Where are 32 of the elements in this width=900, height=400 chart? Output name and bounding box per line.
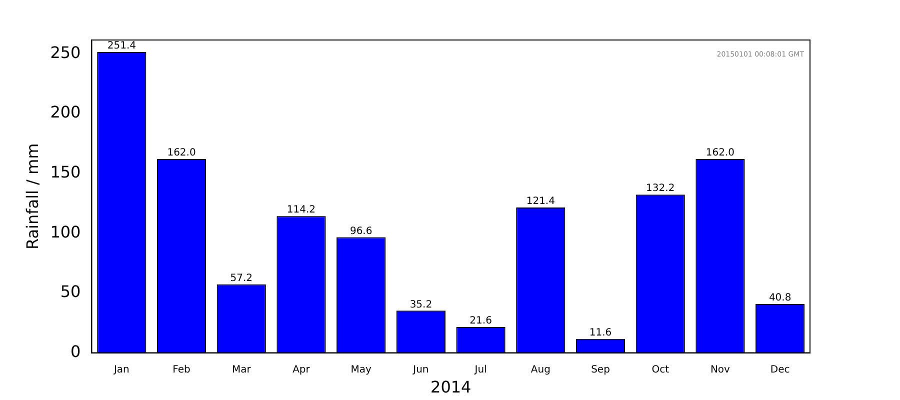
y-tick-label: 200 (50, 102, 81, 122)
y-tick-label: 0 (70, 342, 81, 361)
data-label: 21.6 (470, 316, 492, 327)
data-label: 96.6 (350, 226, 372, 237)
x-tick-label: Jul (474, 364, 487, 376)
y-tick-label: 50 (60, 282, 81, 302)
x-tick-label: Mar (232, 364, 252, 376)
x-tick-label: Oct (652, 364, 670, 376)
data-label: 35.2 (410, 299, 432, 310)
data-label: 251.4 (107, 40, 136, 52)
data-label: 132.2 (646, 183, 675, 194)
x-tick-label: Feb (172, 364, 190, 376)
x-tick-label: Jun (412, 364, 429, 376)
data-label: 40.8 (768, 292, 792, 304)
x-tick-label: May (350, 364, 372, 376)
y-tick-label: 100 (50, 222, 81, 242)
data-label: 11.6 (589, 328, 612, 339)
y-tick-label: 150 (50, 162, 81, 182)
data-label: 162.0 (706, 148, 735, 159)
x-tick-label: Apr (292, 364, 311, 376)
x-tick-label: Nov (710, 364, 730, 376)
data-label: 57.2 (230, 272, 253, 284)
x-axis-title: 2014 (430, 378, 472, 397)
x-tick-label: Sep (591, 364, 610, 376)
data-label: 114.2 (286, 204, 316, 216)
x-tick-label: Jan (112, 364, 130, 376)
y-tick-label: 250 (50, 42, 81, 62)
x-tick-label: Dec (770, 364, 790, 376)
data-label: 121.4 (526, 196, 555, 208)
data-label: 162.0 (167, 148, 196, 159)
x-tick-label: Aug (530, 364, 550, 376)
y-axis-title: Rainfall / mm (22, 143, 42, 250)
